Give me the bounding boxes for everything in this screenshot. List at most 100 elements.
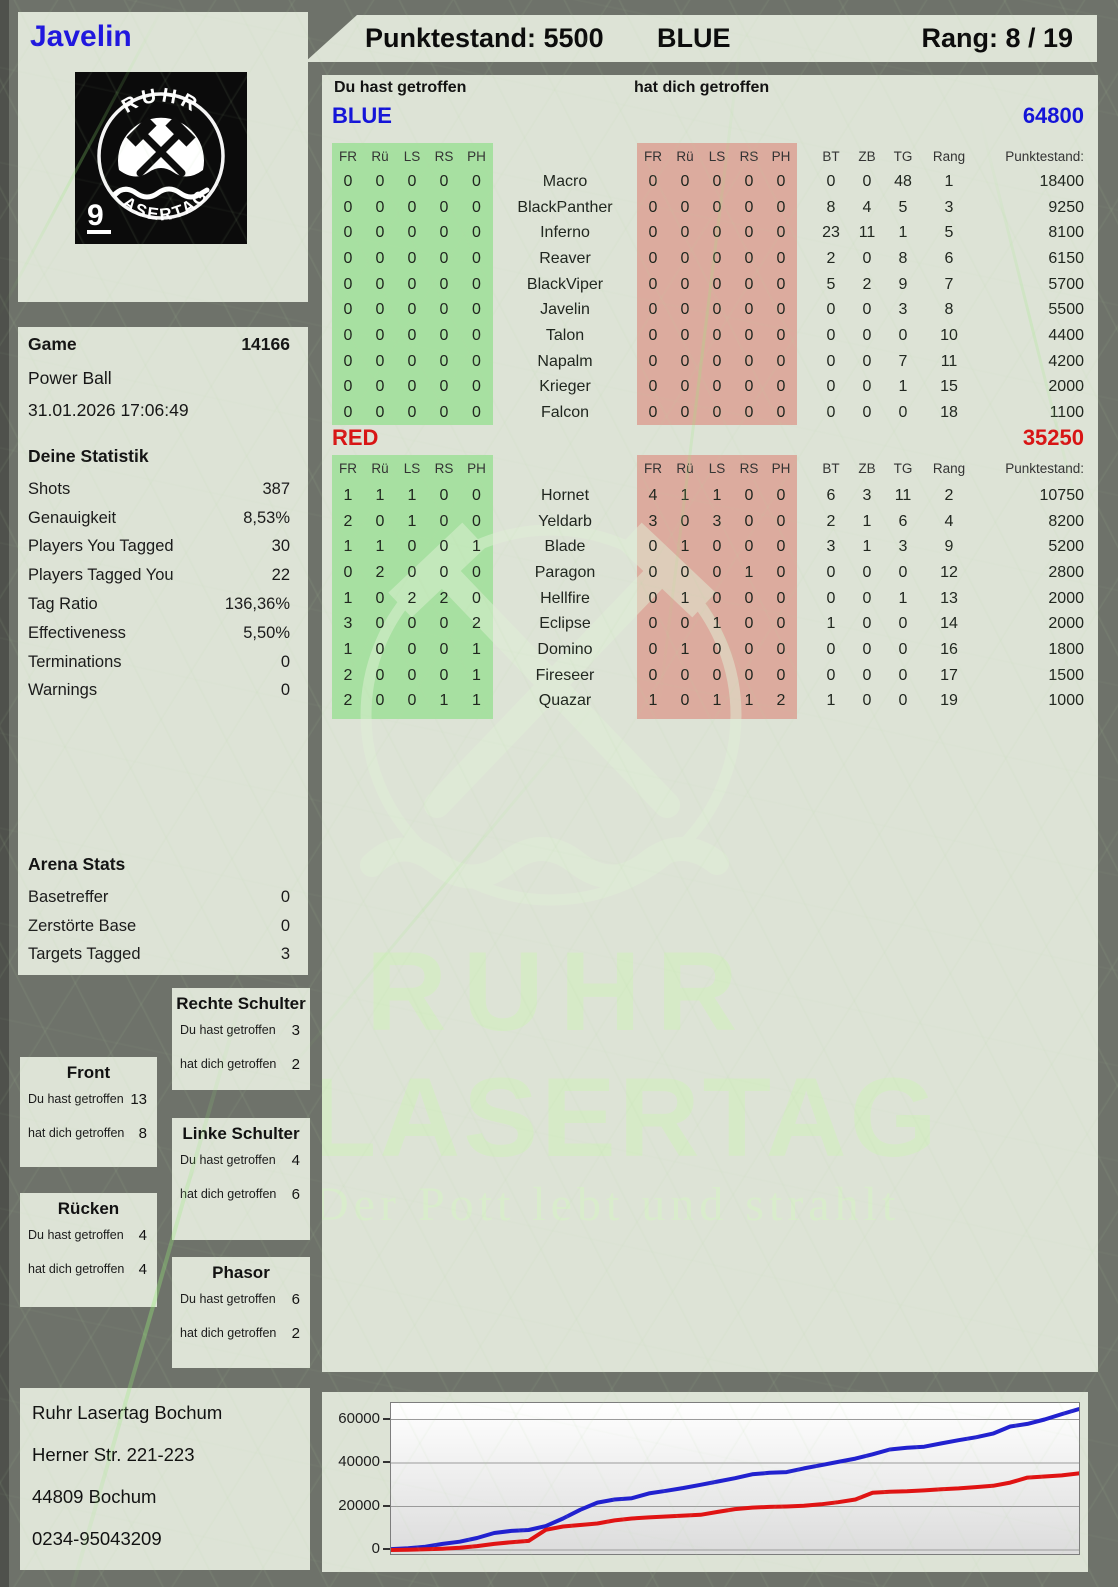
- score-cell: 0: [343, 198, 353, 216]
- score-cell: 0: [375, 198, 385, 216]
- score-cell: 0: [343, 563, 353, 581]
- hit-label: hat dich getroffen: [180, 1326, 277, 1340]
- table-header-row: FR Rü LS RS PH FR Rü LS RS PH BT ZB TG Rang Punktestan…: [322, 143, 1084, 169]
- player-name-cell: Napalm: [537, 352, 593, 370]
- team-total-score: 64800: [1022, 103, 1084, 128]
- hit-value: 4: [291, 1151, 300, 1169]
- hit-label: hat dich getroffen: [28, 1126, 125, 1140]
- table-row: 0 0 0 0 0 BlackViper 0 0 0 0 0 5 2 9 7 5700: [322, 272, 1084, 298]
- score-cell: 0: [472, 198, 481, 216]
- score-cell: 2000: [1048, 589, 1084, 607]
- hit-value: 6: [291, 1290, 300, 1308]
- score-cell: 1: [407, 512, 417, 530]
- hit-label: Du hast getroffen: [28, 1228, 124, 1242]
- address-line: Herner Str. 221-223: [32, 1444, 195, 1465]
- score-cell: 0: [439, 404, 449, 422]
- score-cell: 1: [944, 172, 954, 190]
- scoreboard-panel: RUHR LASERTAG Der Pott lebt und strahlt …: [322, 75, 1098, 1372]
- score-cell: 0: [776, 589, 786, 607]
- score-cell: PH: [467, 460, 486, 476]
- score-cell: 0: [439, 640, 449, 658]
- score-cell: 0: [776, 352, 786, 370]
- game-number-row: Game 14166: [28, 331, 290, 357]
- score-cell: 0: [826, 563, 836, 581]
- body-part-row: Du hast getroffen 4: [28, 1223, 147, 1247]
- address-panel: Ruhr Lasertag Bochum Herner Str. 221-223 4…: [20, 1388, 310, 1570]
- stat-value: 3: [280, 945, 290, 964]
- score-cell: 1: [712, 615, 722, 633]
- score-cell: 0: [898, 326, 908, 344]
- score-cell: 0: [375, 404, 385, 422]
- score-cell: 6150: [1048, 249, 1084, 267]
- score-cell: 0: [439, 538, 449, 556]
- team-header-row: BLUE 64800: [332, 103, 1084, 129]
- hit-value: 13: [130, 1090, 147, 1108]
- table-row: 0 0 0 0 0 Talon 0 0 0 0 0 0 0 0 10 4400: [322, 323, 1084, 349]
- score-cell: FR: [339, 460, 357, 476]
- table-row: 2 0 0 1 1 Quazar 1 0 1 1 2 1 0 0 19 1000: [322, 689, 1084, 715]
- body-part-row: hat dich getroffen 2: [180, 1321, 300, 1345]
- score-cell: 0: [472, 404, 481, 422]
- score-cell: 0: [375, 224, 385, 242]
- score-cell: 0: [375, 589, 385, 607]
- score-cell: 0: [862, 615, 872, 633]
- table-row: 3 0 0 0 2 Eclipse 0 0 1 0 0 1 0 0 14 2000: [322, 611, 1084, 637]
- player-name-cell: Eclipse: [539, 615, 591, 633]
- score-cell: 0: [648, 640, 658, 658]
- score-cell: 1100: [1049, 404, 1084, 422]
- wave-icon: [112, 186, 210, 200]
- score-cell: 0: [343, 404, 353, 422]
- score-cell: 0: [826, 404, 836, 422]
- score-cell: 0: [472, 326, 481, 344]
- score-cell: 0: [439, 615, 449, 633]
- chart-tick-mark: [383, 1504, 390, 1507]
- game-label: Game: [28, 334, 77, 354]
- score-cell: 1: [712, 486, 722, 504]
- score-cell: 13: [940, 589, 958, 607]
- score-cell: 0: [862, 249, 872, 267]
- score-cell: 0: [776, 224, 786, 242]
- score-cell: 0: [407, 275, 417, 293]
- score-cell: 5700: [1048, 275, 1084, 293]
- score-cell: 0: [375, 692, 385, 710]
- stat-label: Targets Tagged: [28, 945, 141, 964]
- score-cell: 0: [712, 172, 722, 190]
- score-cell: 0: [680, 563, 690, 581]
- score-cell: 2: [343, 666, 353, 684]
- crossed-hammers-icon: [136, 128, 186, 177]
- rank-header: Rang: 8 / 19: [921, 23, 1073, 53]
- table-row: 0 0 0 0 0 Javelin 0 0 0 0 0 0 0 3 8 5500: [322, 297, 1084, 323]
- score-cell: 0: [375, 301, 385, 319]
- score-cell: 0: [407, 538, 417, 556]
- score-cell: 48: [894, 172, 912, 190]
- score-cell: 0: [826, 589, 836, 607]
- score-cell: 1: [898, 378, 908, 396]
- chart-plot-area: [389, 1402, 1081, 1555]
- score-cell: 0: [472, 486, 481, 504]
- score-cell: 2: [407, 589, 417, 607]
- score-cell: 0: [826, 666, 836, 684]
- score-cell: 8200: [1048, 512, 1084, 530]
- stat-value: 5,50%: [243, 623, 290, 642]
- header-bar: Punktestand: 5500 BLUE Rang: 8 / 19: [305, 15, 1097, 62]
- your-stat-row: Genauigkeit 8,53%: [28, 504, 290, 533]
- player-name-cell: Krieger: [539, 378, 591, 396]
- score-cell: 0: [826, 301, 836, 319]
- team-section-blue: BLUE 64800 FR Rü LS RS PH FR Rü LS RS PH BT ZB TG Ran…: [322, 75, 1098, 1372]
- score-cell: 3: [898, 538, 908, 556]
- score-cell: 0: [712, 326, 722, 344]
- score-cell: 0: [744, 326, 754, 344]
- table-row: 0 2 0 0 0 Paragon 0 0 0 1 0 0 0 0 12 2800: [322, 560, 1084, 586]
- score-cell: 0: [648, 378, 658, 396]
- score-cell: 0: [680, 275, 690, 293]
- logo-badge-number: 9: [87, 199, 104, 232]
- stat-label: Players You Tagged: [28, 537, 174, 556]
- score-cell: 2800: [1048, 563, 1084, 581]
- score-cell: 0: [680, 404, 690, 422]
- score-cell: 8: [898, 249, 908, 267]
- your-stat-row: Tag Ratio 136,36%: [28, 590, 290, 619]
- score-cell: 6: [898, 512, 908, 530]
- score-cell: 0: [407, 666, 417, 684]
- score-cell: 0: [712, 275, 722, 293]
- score-cell: 1: [375, 486, 385, 504]
